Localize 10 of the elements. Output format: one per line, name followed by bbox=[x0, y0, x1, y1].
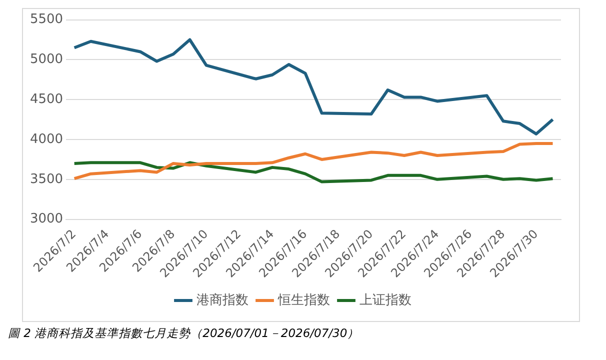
legend-label: 恒生指数 bbox=[276, 292, 330, 308]
y-tick-label: 3500 bbox=[30, 172, 64, 187]
y-tick-label: 4500 bbox=[30, 92, 64, 107]
legend-label: 上证指数 bbox=[359, 292, 412, 308]
legend-label: 港商指数 bbox=[196, 292, 248, 308]
y-tick-label: 3000 bbox=[30, 212, 64, 227]
y-tick-label: 5500 bbox=[30, 12, 64, 28]
y-tick-label: 4000 bbox=[30, 132, 64, 147]
caption: 圖 2 港商科指及基準指數七月走勢（2026/07/01－2026/07/30） bbox=[8, 326, 360, 341]
y-tick-label: 5000 bbox=[30, 52, 64, 68]
